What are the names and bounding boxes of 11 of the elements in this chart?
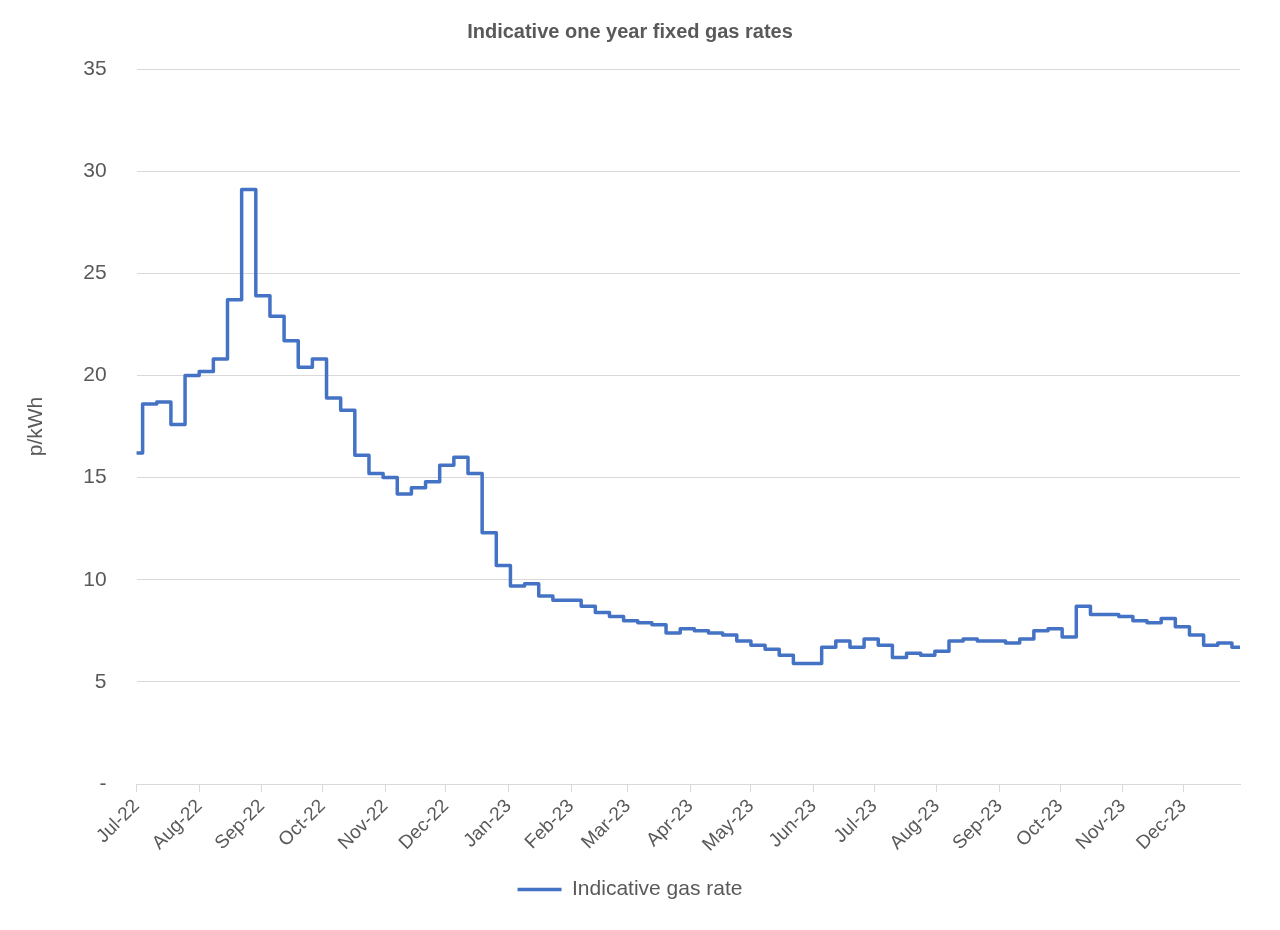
y-tick-label: 30	[83, 157, 107, 181]
y-tick-label: 5	[94, 668, 107, 692]
legend-label: Indicative gas rate	[572, 876, 743, 900]
y-tick-label: 20	[83, 362, 107, 386]
chart-title: Indicative one year fixed gas rates	[467, 19, 793, 42]
y-tick-label: -	[99, 770, 107, 794]
y-axis-title: p/kWh	[23, 396, 47, 457]
y-tick-label: 35	[83, 55, 107, 79]
y-tick-label: 10	[83, 566, 107, 590]
y-tick-label: 25	[83, 260, 107, 284]
y-tick-label: 15	[83, 464, 107, 488]
